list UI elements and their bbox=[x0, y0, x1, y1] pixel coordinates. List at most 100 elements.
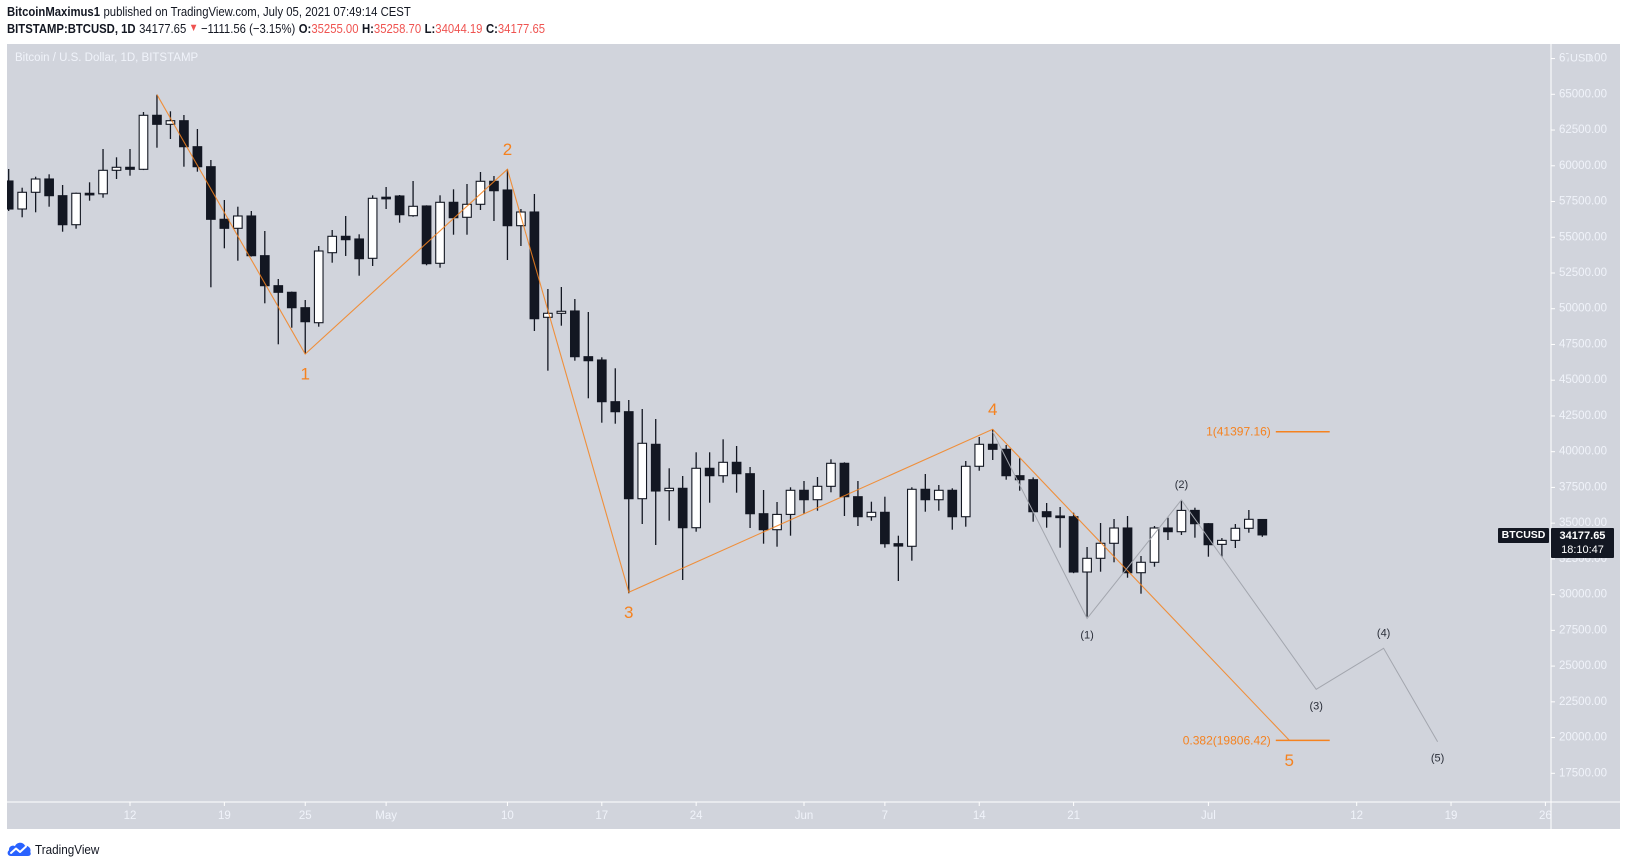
candle-body-up bbox=[1095, 542, 1106, 559]
price-tick-label: 30000.00 bbox=[1559, 589, 1607, 601]
price-tick-label: 47500.00 bbox=[1559, 338, 1607, 350]
candle bbox=[1243, 509, 1254, 533]
candle bbox=[637, 409, 648, 524]
fib-level-label: 0.382(19806.42) bbox=[1183, 733, 1271, 747]
time-tick-label: 21 bbox=[1067, 810, 1080, 822]
symbol-label: BITSTAMP:BTCUSD, 1D bbox=[7, 21, 136, 36]
candle-body-up bbox=[1230, 527, 1241, 541]
footer-brand[interactable]: TradingView bbox=[6, 840, 107, 858]
high-value: 35258.70 bbox=[373, 21, 422, 36]
candle-body-up bbox=[1109, 527, 1119, 544]
candle bbox=[880, 496, 890, 548]
candle-body-down bbox=[623, 411, 634, 500]
candle bbox=[30, 176, 41, 213]
candle bbox=[947, 488, 958, 530]
candle bbox=[664, 468, 675, 521]
candle bbox=[300, 300, 311, 355]
low-label: L: bbox=[424, 21, 436, 36]
price-axis[interactable] bbox=[1551, 44, 1620, 802]
candle-body-up bbox=[17, 191, 28, 210]
candle bbox=[1109, 519, 1119, 563]
candle-body-down bbox=[219, 218, 230, 229]
candle-body-up bbox=[933, 489, 944, 501]
candle-body-down bbox=[745, 473, 755, 515]
price-tick-label: 45000.00 bbox=[1559, 374, 1607, 386]
candle bbox=[246, 211, 257, 257]
candle-body-up bbox=[1176, 509, 1187, 533]
candle-body-up bbox=[98, 169, 108, 195]
high-label: H: bbox=[362, 21, 374, 36]
candle bbox=[448, 189, 459, 235]
candle-body-down bbox=[1041, 511, 1052, 518]
candle bbox=[232, 206, 243, 261]
candle-body-down bbox=[394, 195, 405, 216]
candle-body-down bbox=[1055, 515, 1065, 519]
price-tick-label: 20000.00 bbox=[1559, 732, 1607, 744]
candle-body-down bbox=[7, 180, 14, 210]
wave-label: 3 bbox=[624, 603, 633, 622]
candle-body-down bbox=[1028, 479, 1039, 513]
candle bbox=[691, 452, 702, 532]
candle-body-down bbox=[799, 489, 809, 501]
candle bbox=[1203, 523, 1214, 557]
candle-body-down bbox=[853, 496, 863, 518]
candle bbox=[421, 205, 432, 266]
primary-wave-count-line[interactable] bbox=[156, 94, 1290, 741]
candle-body-up bbox=[111, 166, 122, 171]
time-axis-labels: 12 19 25 May 10 17 24 Jun 7 14 21 Jul 12 19 26 bbox=[124, 802, 1552, 822]
time-tick-label: Jun bbox=[795, 810, 814, 822]
fib-extension-drawing[interactable]: 1(41397.16) 0.382(19806.42) bbox=[1183, 425, 1330, 748]
candle-body-down bbox=[286, 291, 297, 309]
candle bbox=[152, 94, 162, 148]
candle-body-down bbox=[84, 192, 95, 196]
time-tick-label: Jul bbox=[1201, 810, 1216, 822]
candle-body-down bbox=[125, 166, 135, 170]
sub-wave-count-line[interactable] bbox=[992, 431, 1439, 742]
close-label: C: bbox=[485, 21, 498, 36]
candle bbox=[745, 466, 755, 528]
candle bbox=[286, 291, 297, 328]
primary-wave-drawing[interactable]: 1 2 3 4 5 bbox=[156, 94, 1294, 770]
candle-body-down bbox=[569, 310, 580, 358]
secondary-wave-drawing[interactable]: (1) (2) (3) (4) (5) bbox=[992, 431, 1445, 765]
author-link[interactable]: BitcoinMaximus1 bbox=[7, 4, 101, 19]
price-tick-label: 60000.00 bbox=[1559, 160, 1607, 172]
wave-label: (1) bbox=[1080, 629, 1093, 641]
candle-body-down bbox=[1257, 518, 1268, 536]
chart-panel[interactable] bbox=[7, 44, 1620, 829]
time-tick-label: 19 bbox=[1445, 810, 1458, 822]
plot-area[interactable] bbox=[7, 44, 1551, 802]
tradingview-brand[interactable]: TradingView bbox=[35, 841, 100, 857]
wave-label: (2) bbox=[1175, 479, 1188, 491]
candle bbox=[623, 399, 634, 594]
time-tick-label: 26 bbox=[1539, 810, 1552, 822]
candle bbox=[1149, 525, 1160, 567]
wave-label: 5 bbox=[1285, 751, 1294, 770]
candle bbox=[1257, 518, 1268, 537]
open-label: O: bbox=[298, 21, 312, 36]
candle-body-down bbox=[300, 307, 311, 323]
currency-label-bg bbox=[1568, 51, 1590, 66]
price-tick-label: 52500.00 bbox=[1559, 267, 1607, 279]
time-axis[interactable] bbox=[7, 802, 1551, 829]
candle bbox=[44, 174, 54, 207]
candle bbox=[1217, 538, 1227, 557]
open-value: 35255.00 bbox=[311, 21, 359, 36]
time-tick-label: 14 bbox=[973, 810, 986, 822]
candle-body-down bbox=[731, 461, 742, 475]
candle-body-up bbox=[232, 215, 243, 229]
candle-body-down bbox=[839, 462, 850, 498]
candle-body-up bbox=[637, 442, 648, 500]
price-tick-label: 55000.00 bbox=[1559, 231, 1607, 243]
candle bbox=[677, 476, 688, 581]
candle-body-down bbox=[758, 513, 769, 531]
candle-body-down bbox=[1014, 475, 1025, 481]
price-tick-label: 62500.00 bbox=[1559, 124, 1607, 136]
candle-body-down bbox=[650, 443, 661, 492]
candle bbox=[259, 231, 270, 304]
fib-level-label: 1(41397.16) bbox=[1206, 425, 1271, 439]
candle bbox=[394, 195, 405, 223]
candles-layer bbox=[7, 94, 1268, 617]
candle-body-down bbox=[880, 511, 890, 545]
